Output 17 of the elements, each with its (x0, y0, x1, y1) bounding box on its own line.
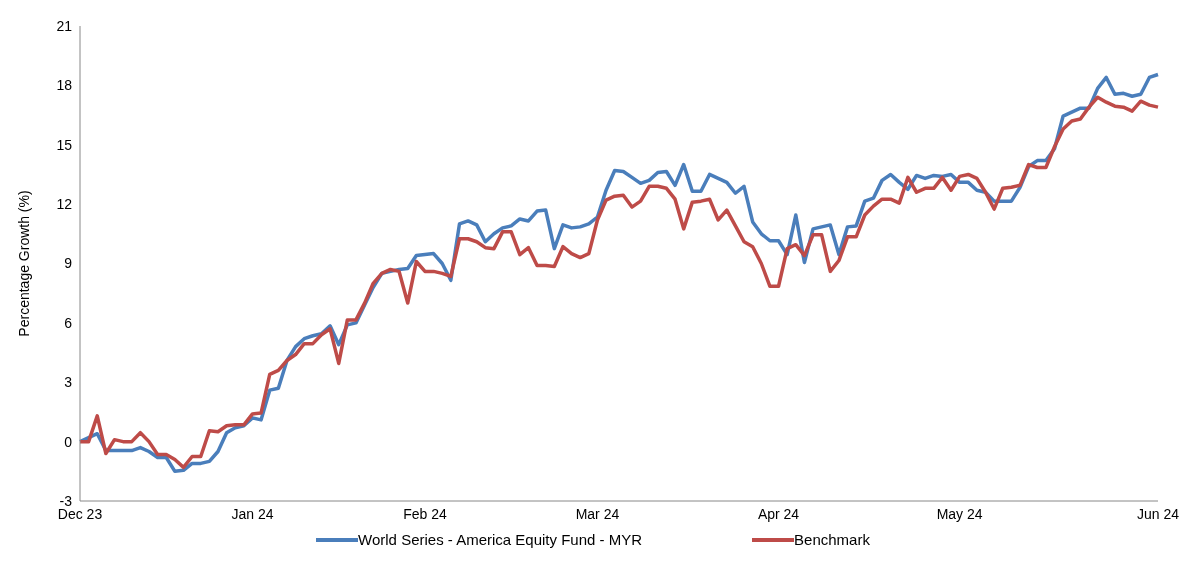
legend-label: World Series - America Equity Fund - MYR (358, 531, 643, 548)
y-tick-label: 3 (64, 374, 73, 391)
x-tick-label: Apr 24 (757, 505, 800, 522)
y-tick-label: 18 (56, 77, 73, 94)
y-tick-label: 21 (56, 17, 73, 34)
x-tick-label: Jan 24 (231, 505, 274, 522)
y-tick-label: 15 (56, 136, 73, 153)
x-tick-label: Jun 24 (1136, 505, 1180, 522)
y-tick-label: 6 (64, 314, 73, 331)
x-tick-label: Mar 24 (575, 505, 620, 522)
y-tick-label: 12 (56, 196, 73, 213)
y-tick-label: 0 (64, 433, 73, 450)
x-tick-label: Feb 24 (403, 505, 447, 522)
y-axis-title: Percentage Growth (%) (15, 190, 32, 337)
y-tick-label: 9 (64, 255, 73, 272)
x-tick-label: May 24 (936, 505, 983, 522)
legend-label: Benchmark (794, 531, 870, 548)
